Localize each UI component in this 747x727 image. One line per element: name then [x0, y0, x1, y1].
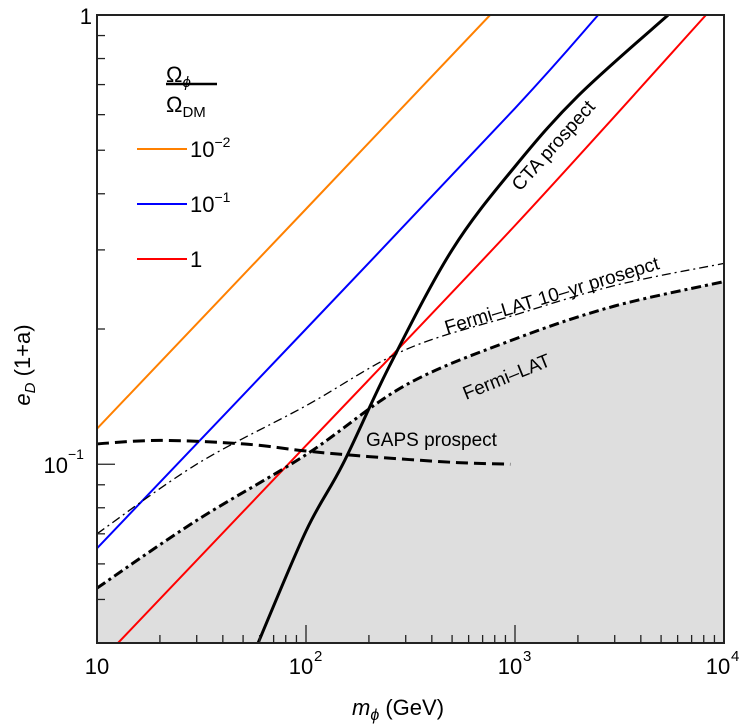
line-gaps [97, 438, 511, 466]
line-cta [256, 15, 670, 643]
line-omega-1 [117, 15, 707, 643]
x-tick-1000: 10 [498, 654, 522, 679]
line-fermi-lat-10yr [97, 262, 724, 535]
annotation-cta: CTA prospect [508, 96, 600, 195]
x-axis-title: mϕ (GeV) [352, 695, 444, 724]
axis-ticks [96, 34, 716, 644]
plot-area [97, 15, 724, 643]
legend: Ωϕ ΩDM 10−2 10−1 1 [137, 62, 231, 272]
x-tick-1000-exp: 3 [523, 648, 531, 665]
line-fermi-lat [97, 280, 724, 590]
y-tick-1: 1 [80, 4, 92, 29]
x-tick-100-exp: 2 [314, 648, 322, 665]
x-tick-100: 10 [289, 654, 313, 679]
y-tick-0.1: 10 [44, 453, 68, 478]
annotation-gaps: GAPS prospect [366, 430, 498, 451]
legend-label-1: 1 [190, 247, 202, 272]
line-omega-1e-2 [97, 15, 491, 430]
legend-label-1e-2: 10−2 [190, 134, 231, 162]
fermi-lat-excluded-region [97, 281, 724, 643]
y-tick-0.1-exp: −1 [68, 446, 84, 462]
legend-title-numerator: Ωϕ [166, 62, 191, 91]
x-tick-10: 10 [85, 654, 109, 679]
legend-label-1e-1: 10−1 [190, 189, 231, 217]
y-axis-title: eD (1+a) [10, 324, 39, 405]
line-omega-1e-1 [97, 15, 599, 549]
legend-title-denominator: ΩDM [166, 92, 206, 121]
x-tick-10000-exp: 4 [731, 648, 739, 665]
x-tick-10000: 10 [706, 654, 730, 679]
